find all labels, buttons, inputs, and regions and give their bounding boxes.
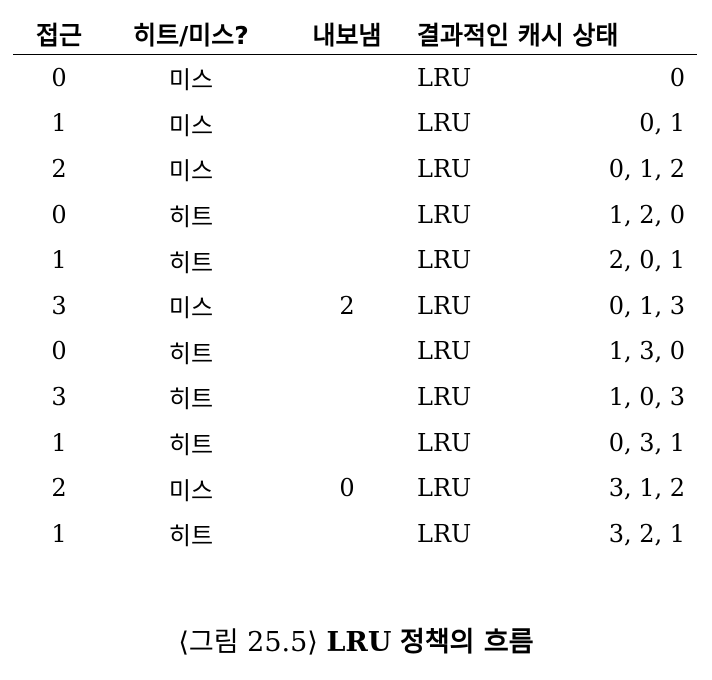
cell-cache-state: 1, 0, 3	[608, 382, 686, 411]
table-header: 접근 히트/미스? 내보냄 결과적인 캐시 상태	[13, 14, 698, 55]
cell-access: 1	[51, 428, 67, 457]
caption-title-rest: 정책의 흐름	[400, 627, 534, 658]
caption-title-lru: LRU	[326, 627, 392, 658]
cell-access: 0	[51, 63, 67, 92]
cell-hit-miss: 미스	[168, 157, 214, 186]
cell-policy: LRU	[417, 474, 472, 503]
cell-evicted	[277, 55, 417, 101]
cell-evicted	[277, 237, 417, 283]
cell-evicted	[277, 420, 417, 466]
table-row: 3 히트 LRU 1, 0, 3	[13, 374, 697, 420]
cell-cache-state: 0, 3, 1	[608, 428, 686, 457]
header-row: 접근 히트/미스? 내보냄 결과적인 캐시 상태	[13, 14, 698, 55]
cell-evicted: 0	[339, 474, 355, 503]
cell-hit-miss: 히트	[168, 522, 214, 551]
table-row: 1 미스 LRU 0, 1	[13, 101, 697, 147]
cell-evicted	[277, 146, 417, 192]
cell-policy: LRU	[417, 519, 472, 548]
table-row: 2 미스 0 LRU 3, 1, 2	[13, 465, 697, 511]
cell-access: 3	[51, 382, 67, 411]
cell-hit-miss: 히트	[168, 203, 214, 232]
cell-hit-miss: 미스	[168, 294, 214, 323]
cell-hit-miss: 히트	[168, 248, 214, 277]
cell-evicted	[277, 192, 417, 238]
header-evict: 내보냄	[277, 14, 417, 55]
cell-policy: LRU	[417, 246, 472, 275]
table-row: 0 히트 LRU 1, 2, 0	[13, 192, 697, 238]
cell-policy: LRU	[417, 337, 472, 366]
cell-policy: LRU	[417, 200, 472, 229]
header-resulting-cache-state: 결과적인 캐시 상태	[417, 14, 698, 55]
cell-policy: LRU	[417, 291, 472, 320]
lru-trace-table: 접근 히트/미스? 내보냄 결과적인 캐시 상태 0 미스 LRU 0 1 미스 LRU 0,…	[13, 14, 698, 557]
cell-access: 0	[51, 200, 67, 229]
cell-policy: LRU	[417, 382, 472, 411]
header-access: 접근	[13, 14, 105, 55]
cell-evicted	[277, 374, 417, 420]
cell-cache-state: 1, 3, 0	[608, 337, 686, 366]
table-row: 3 미스 2 LRU 0, 1, 3	[13, 283, 697, 329]
cell-access: 0	[51, 337, 67, 366]
cell-cache-state: 1, 2, 0	[608, 200, 686, 229]
cell-cache-state: 0, 1	[639, 109, 686, 138]
cell-hit-miss: 미스	[168, 111, 214, 140]
cell-access: 1	[51, 246, 67, 275]
cell-access: 2	[51, 474, 67, 503]
cell-cache-state: 2, 0, 1	[608, 246, 686, 275]
cell-access: 3	[51, 291, 67, 320]
cell-cache-state: 0	[669, 63, 686, 92]
cell-evicted	[277, 511, 417, 557]
cell-policy: LRU	[417, 428, 472, 457]
table-row: 2 미스 LRU 0, 1, 2	[13, 146, 697, 192]
table-row: 1 히트 LRU 3, 2, 1	[13, 511, 697, 557]
cell-cache-state: 3, 2, 1	[608, 519, 686, 548]
figure-label: ⟨그림 25.5⟩	[178, 627, 318, 658]
table-row: 1 히트 LRU 0, 3, 1	[13, 420, 697, 466]
cell-evicted	[277, 329, 417, 375]
cell-policy: LRU	[417, 109, 472, 138]
cell-access: 2	[51, 154, 67, 183]
table-row: 0 미스 LRU 0	[13, 55, 697, 101]
table-body: 0 미스 LRU 0 1 미스 LRU 0, 1 2 미스 LRU 0, 1, 2 0 히트 LRU 1, 2…	[13, 55, 697, 557]
cell-policy: LRU	[417, 63, 472, 92]
cell-hit-miss: 히트	[168, 431, 214, 460]
cell-cache-state: 0, 1, 3	[608, 291, 686, 320]
cell-access: 1	[51, 519, 67, 548]
cell-hit-miss: 히트	[168, 339, 214, 368]
figure-caption: ⟨그림 25.5⟩ LRU 정책의 흐름	[0, 620, 712, 659]
cell-evicted: 2	[339, 291, 355, 320]
cell-evicted	[277, 101, 417, 147]
cell-hit-miss: 미스	[168, 66, 214, 95]
cell-hit-miss: 미스	[168, 476, 214, 505]
cell-cache-state: 0, 1, 2	[608, 154, 686, 183]
table-row: 1 히트 LRU 2, 0, 1	[13, 237, 697, 283]
header-hit-miss: 히트/미스?	[105, 14, 277, 55]
cell-policy: LRU	[417, 154, 472, 183]
cell-hit-miss: 히트	[168, 385, 214, 414]
table-row: 0 히트 LRU 1, 3, 0	[13, 329, 697, 375]
cell-cache-state: 3, 1, 2	[608, 474, 686, 503]
cell-access: 1	[51, 109, 67, 138]
